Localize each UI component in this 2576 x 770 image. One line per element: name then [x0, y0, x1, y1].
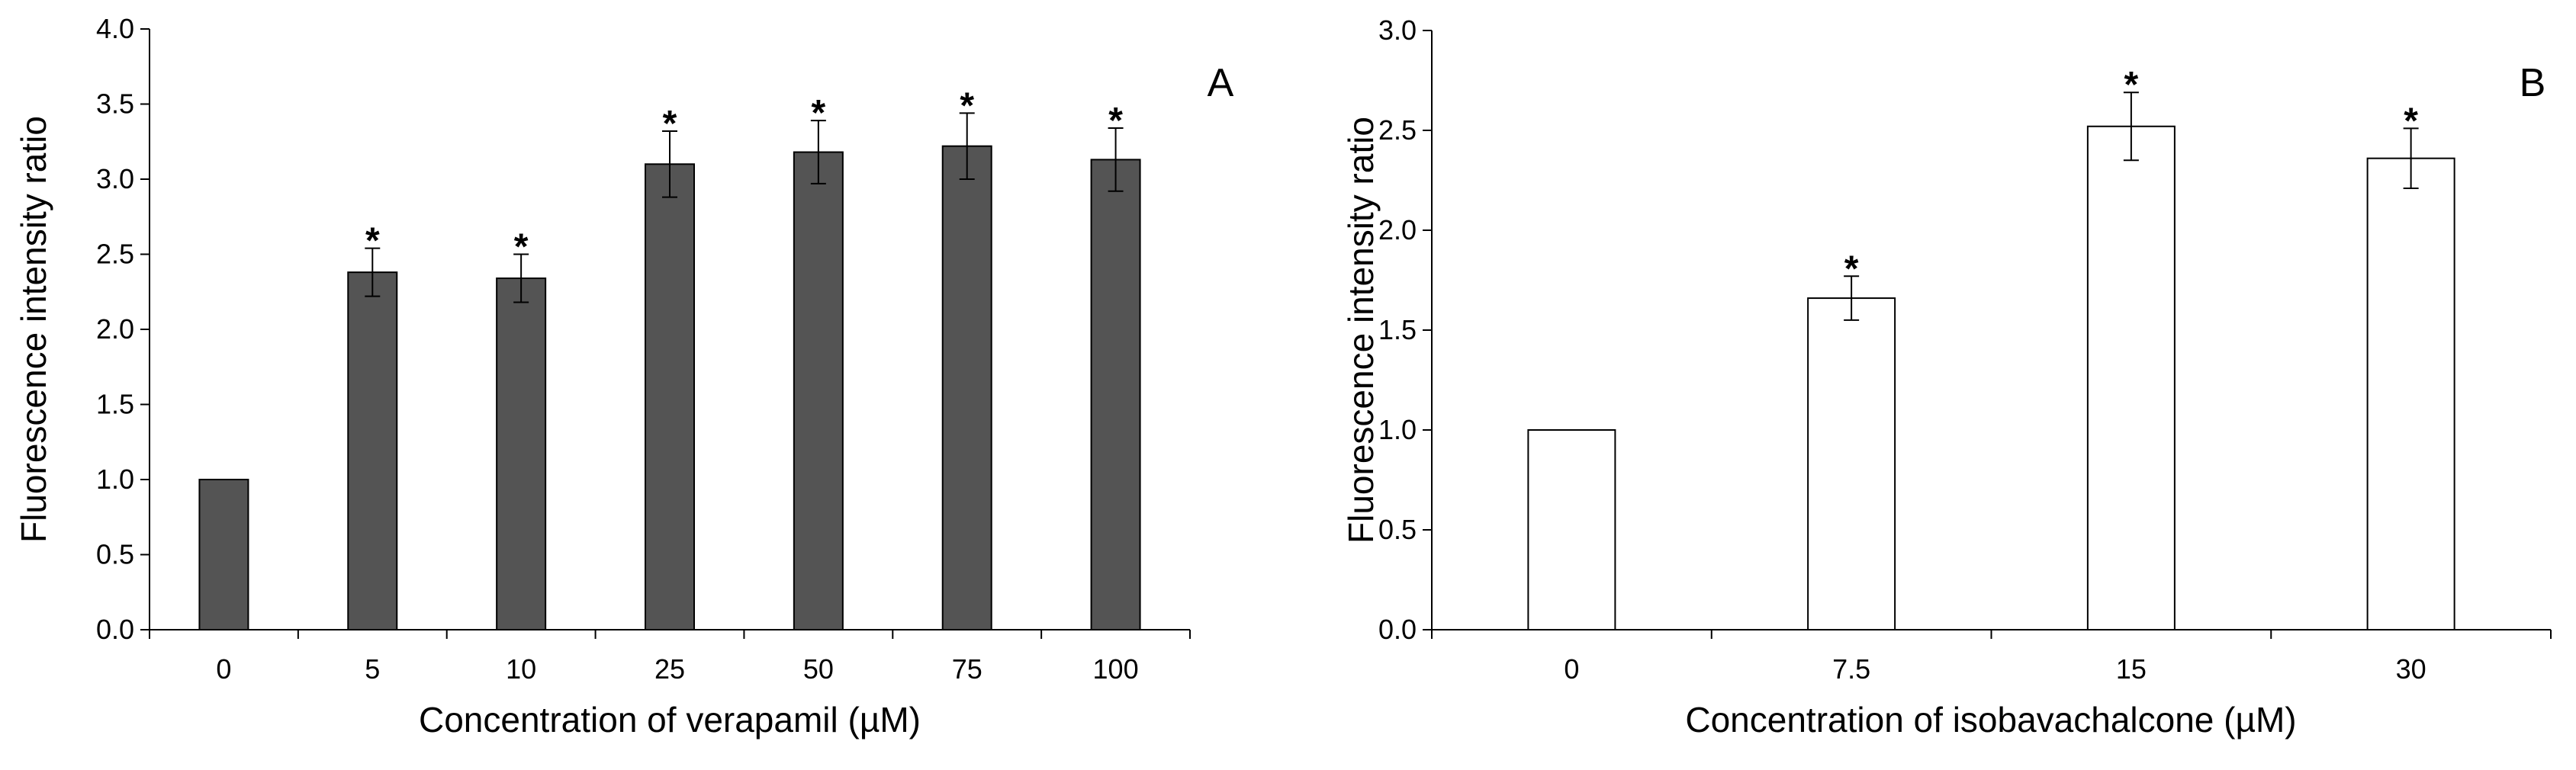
- y-axis-title: Fluorescence intensity ratio: [14, 116, 53, 543]
- y-tick-label: 1.5: [96, 389, 134, 420]
- bar: [645, 163, 695, 631]
- x-tick-label: 0: [1564, 653, 1579, 685]
- bar: [941, 145, 992, 631]
- y-tick-label: 0.5: [1378, 514, 1417, 545]
- y-tick-label: 3.0: [96, 163, 134, 194]
- panel-label: B: [2520, 61, 2546, 105]
- x-tick-label: 7.5: [1832, 653, 1870, 685]
- y-tick-label: 1.0: [1378, 414, 1417, 445]
- y-tick-label: 3.0: [1378, 14, 1417, 46]
- significance-marker: *: [663, 104, 677, 144]
- significance-marker: *: [2404, 101, 2418, 141]
- x-tick-label: 0: [216, 653, 231, 685]
- panel-label: A: [1208, 61, 1234, 105]
- y-tick-label: 4.0: [96, 13, 134, 44]
- bar: [1807, 297, 1896, 630]
- y-tick-label: 3.5: [96, 88, 134, 120]
- y-tick-label: 2.0: [96, 313, 134, 345]
- x-tick-label: 75: [952, 653, 982, 685]
- y-tick-label: 2.5: [96, 239, 134, 270]
- y-tick-label: 2.5: [1378, 114, 1417, 146]
- significance-marker: *: [812, 93, 826, 133]
- significance-marker: *: [1108, 101, 1123, 141]
- x-tick-label: 100: [1093, 653, 1139, 685]
- y-axis-title: Fluorescence intensity ratio: [1341, 117, 1381, 544]
- significance-marker: *: [960, 85, 974, 126]
- x-axis-title: Concentration of isobavachalcone (µM): [1685, 700, 2296, 740]
- bar: [793, 151, 844, 631]
- bar: [347, 271, 398, 630]
- significance-marker: *: [2124, 65, 2139, 105]
- y-tick-label: 0.5: [96, 539, 134, 570]
- significance-marker: *: [365, 221, 380, 261]
- x-tick-label: 30: [2396, 653, 2426, 685]
- y-tick-label: 1.5: [1378, 314, 1417, 345]
- x-axis-title: Concentration of verapamil (µM): [419, 700, 921, 740]
- significance-marker: *: [1844, 249, 1859, 289]
- chart-panel-b: 0.0 0.5 1.0 1.5 2.0 2.5 3.0 0 * 7.5 * 15 * 30 Concentr…: [1341, 14, 2552, 740]
- bar: [1527, 429, 1616, 630]
- significance-marker: *: [514, 227, 529, 268]
- x-tick-label: 25: [654, 653, 685, 685]
- bar: [1090, 159, 1141, 630]
- x-tick-label: 15: [2116, 653, 2147, 685]
- y-tick-label: 0.0: [96, 614, 134, 645]
- chart-panel-a: 0.0 0.5 1.0 1.5 2.0 2.5 3.0 3.5 4.0 0 * 5 * 10 * 25 * 50 *…: [14, 13, 1234, 740]
- bar: [496, 278, 547, 630]
- bar: [198, 479, 249, 630]
- x-tick-label: 50: [803, 653, 834, 685]
- y-tick-label: 0.0: [1378, 614, 1417, 645]
- x-tick-label: 5: [365, 653, 380, 685]
- y-tick-label: 1.0: [96, 464, 134, 495]
- bar: [2366, 157, 2455, 630]
- x-tick-label: 10: [506, 653, 536, 685]
- bar: [2086, 125, 2176, 630]
- y-tick-label: 2.0: [1378, 214, 1417, 245]
